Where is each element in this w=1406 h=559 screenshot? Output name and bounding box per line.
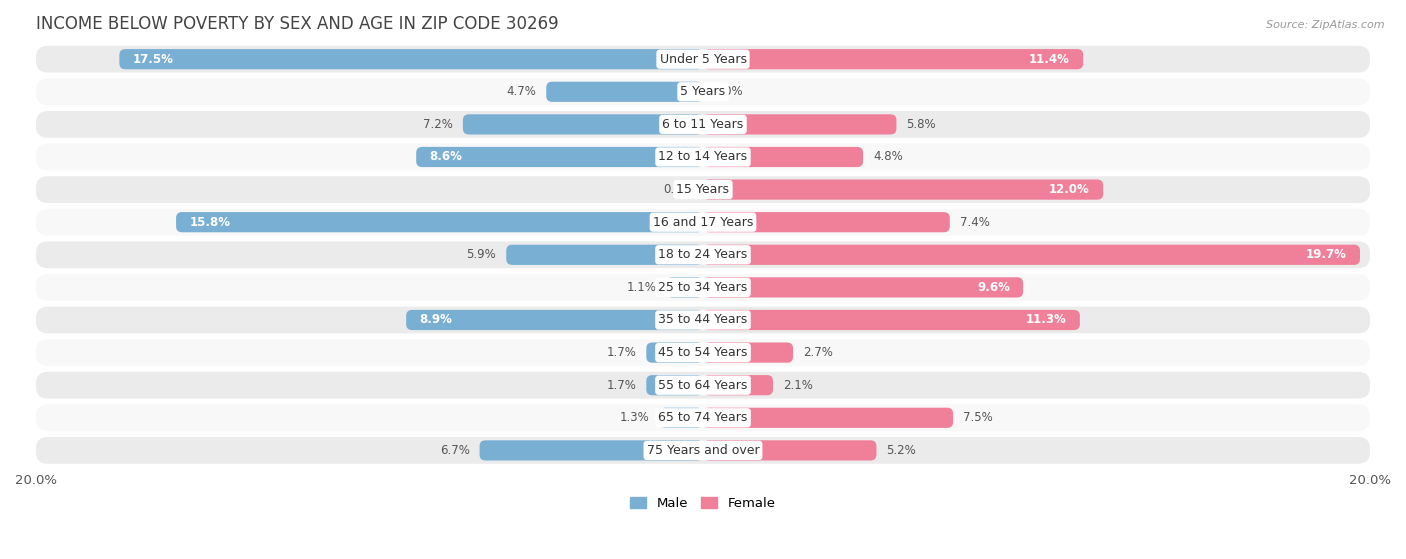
FancyBboxPatch shape [647,375,703,395]
Text: 9.6%: 9.6% [977,281,1010,294]
Text: 0.0%: 0.0% [713,86,742,98]
Text: 7.4%: 7.4% [960,216,990,229]
FancyBboxPatch shape [703,408,953,428]
FancyBboxPatch shape [37,404,1369,431]
FancyBboxPatch shape [406,310,703,330]
FancyBboxPatch shape [37,111,1369,138]
FancyBboxPatch shape [37,372,1369,399]
FancyBboxPatch shape [659,408,703,428]
FancyBboxPatch shape [37,241,1369,268]
FancyBboxPatch shape [703,147,863,167]
FancyBboxPatch shape [703,212,950,233]
FancyBboxPatch shape [703,114,897,135]
Text: 11.4%: 11.4% [1029,53,1070,66]
Text: 6.7%: 6.7% [440,444,470,457]
Text: 75 Years and over: 75 Years and over [647,444,759,457]
FancyBboxPatch shape [37,209,1369,235]
Text: 4.7%: 4.7% [506,86,536,98]
Text: 65 to 74 Years: 65 to 74 Years [658,411,748,424]
FancyBboxPatch shape [37,46,1369,73]
Text: 17.5%: 17.5% [132,53,173,66]
FancyBboxPatch shape [416,147,703,167]
FancyBboxPatch shape [37,274,1369,301]
Text: 2.7%: 2.7% [803,346,832,359]
FancyBboxPatch shape [647,343,703,363]
Text: 5.8%: 5.8% [907,118,936,131]
Text: 6 to 11 Years: 6 to 11 Years [662,118,744,131]
FancyBboxPatch shape [37,307,1369,333]
Text: 8.6%: 8.6% [429,150,463,163]
Text: 5 Years: 5 Years [681,86,725,98]
Text: 7.5%: 7.5% [963,411,993,424]
Text: 1.7%: 1.7% [606,346,637,359]
FancyBboxPatch shape [703,277,1024,297]
Text: 19.7%: 19.7% [1306,248,1347,261]
Text: 15 Years: 15 Years [676,183,730,196]
Text: 0.0%: 0.0% [664,183,693,196]
FancyBboxPatch shape [703,440,876,461]
Text: 2.1%: 2.1% [783,378,813,392]
FancyBboxPatch shape [506,245,703,265]
Text: 7.2%: 7.2% [423,118,453,131]
Text: 25 to 34 Years: 25 to 34 Years [658,281,748,294]
FancyBboxPatch shape [547,82,703,102]
FancyBboxPatch shape [666,277,703,297]
Text: 18 to 24 Years: 18 to 24 Years [658,248,748,261]
Text: 5.9%: 5.9% [467,248,496,261]
FancyBboxPatch shape [37,78,1369,105]
Text: 12.0%: 12.0% [1049,183,1090,196]
FancyBboxPatch shape [703,375,773,395]
Text: 5.2%: 5.2% [886,444,917,457]
FancyBboxPatch shape [703,49,1083,69]
FancyBboxPatch shape [703,310,1080,330]
Text: 11.3%: 11.3% [1026,314,1067,326]
FancyBboxPatch shape [176,212,703,233]
FancyBboxPatch shape [479,440,703,461]
Text: 8.9%: 8.9% [419,314,453,326]
FancyBboxPatch shape [120,49,703,69]
Text: Source: ZipAtlas.com: Source: ZipAtlas.com [1267,20,1385,30]
FancyBboxPatch shape [37,144,1369,170]
FancyBboxPatch shape [703,179,1104,200]
Text: 1.7%: 1.7% [606,378,637,392]
Text: 1.1%: 1.1% [627,281,657,294]
Text: 15.8%: 15.8% [190,216,231,229]
Text: 4.8%: 4.8% [873,150,903,163]
Text: Under 5 Years: Under 5 Years [659,53,747,66]
Text: INCOME BELOW POVERTY BY SEX AND AGE IN ZIP CODE 30269: INCOME BELOW POVERTY BY SEX AND AGE IN Z… [37,15,558,33]
Text: 1.3%: 1.3% [620,411,650,424]
FancyBboxPatch shape [703,245,1360,265]
FancyBboxPatch shape [37,339,1369,366]
Text: 55 to 64 Years: 55 to 64 Years [658,378,748,392]
Text: 16 and 17 Years: 16 and 17 Years [652,216,754,229]
Text: 45 to 54 Years: 45 to 54 Years [658,346,748,359]
Text: 12 to 14 Years: 12 to 14 Years [658,150,748,163]
Text: 35 to 44 Years: 35 to 44 Years [658,314,748,326]
FancyBboxPatch shape [463,114,703,135]
FancyBboxPatch shape [703,343,793,363]
FancyBboxPatch shape [37,437,1369,464]
Legend: Male, Female: Male, Female [626,491,780,515]
FancyBboxPatch shape [37,176,1369,203]
